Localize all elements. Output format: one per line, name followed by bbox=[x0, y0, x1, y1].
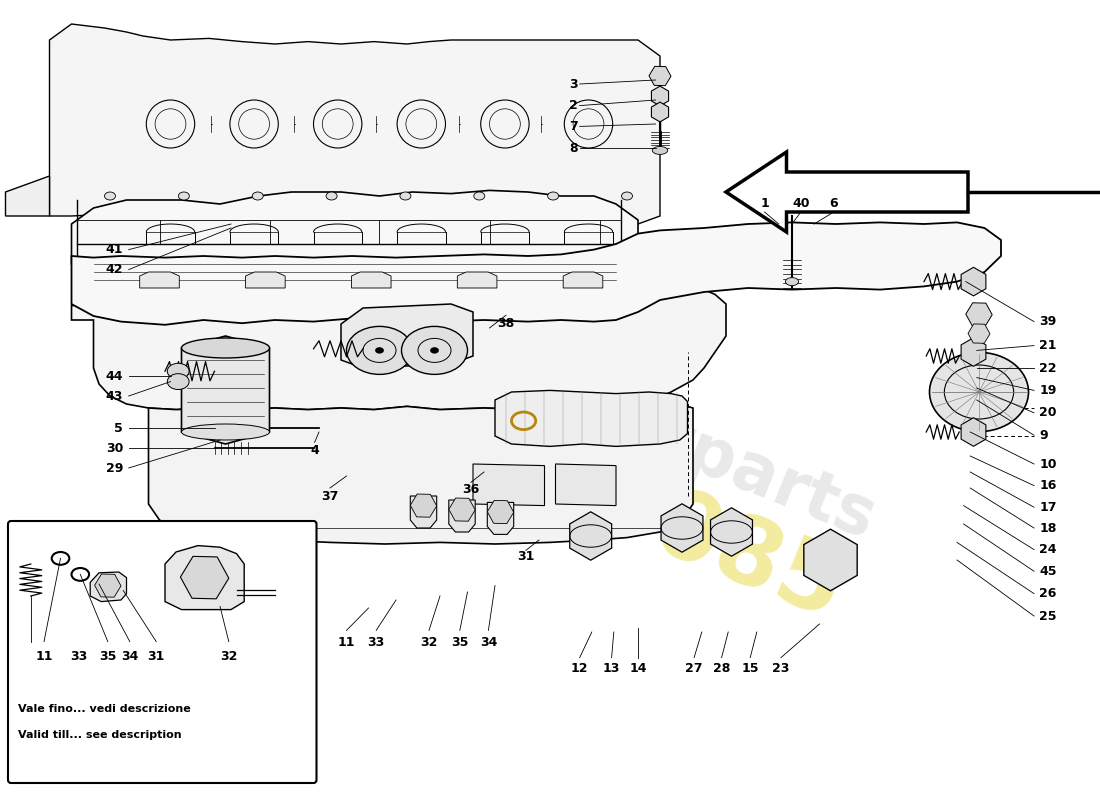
Polygon shape bbox=[341, 304, 473, 368]
Polygon shape bbox=[449, 500, 475, 532]
Ellipse shape bbox=[104, 192, 116, 200]
Ellipse shape bbox=[182, 424, 270, 440]
Text: 17: 17 bbox=[1040, 501, 1057, 514]
Text: Valid till... see description: Valid till... see description bbox=[18, 730, 182, 741]
Text: 9: 9 bbox=[1040, 429, 1048, 442]
Text: 2: 2 bbox=[569, 99, 578, 112]
Text: 3: 3 bbox=[569, 78, 578, 90]
Ellipse shape bbox=[346, 326, 412, 374]
Ellipse shape bbox=[375, 347, 384, 354]
Polygon shape bbox=[473, 464, 544, 506]
Text: 28: 28 bbox=[713, 662, 730, 675]
Ellipse shape bbox=[167, 374, 189, 390]
Text: 38: 38 bbox=[497, 317, 515, 330]
Ellipse shape bbox=[400, 192, 411, 200]
Ellipse shape bbox=[930, 352, 1028, 432]
Text: 39: 39 bbox=[1040, 315, 1057, 328]
Text: 22: 22 bbox=[1040, 362, 1057, 374]
Text: 24: 24 bbox=[1040, 543, 1057, 556]
Text: 34: 34 bbox=[121, 650, 139, 662]
Text: 085: 085 bbox=[639, 481, 857, 639]
Ellipse shape bbox=[785, 278, 799, 286]
Text: 19: 19 bbox=[1040, 384, 1057, 397]
Polygon shape bbox=[245, 272, 285, 288]
Text: 44: 44 bbox=[106, 370, 123, 382]
Text: 23: 23 bbox=[772, 662, 790, 675]
Text: 26: 26 bbox=[1040, 587, 1057, 600]
Polygon shape bbox=[410, 496, 437, 528]
Text: 15: 15 bbox=[741, 662, 759, 675]
Text: 10: 10 bbox=[1040, 458, 1057, 470]
Ellipse shape bbox=[178, 192, 189, 200]
Text: 29: 29 bbox=[106, 462, 123, 474]
Text: 40: 40 bbox=[792, 197, 810, 210]
Text: 16: 16 bbox=[1040, 479, 1057, 492]
Text: 35: 35 bbox=[99, 650, 117, 662]
Ellipse shape bbox=[430, 347, 439, 354]
Text: 41: 41 bbox=[106, 243, 123, 256]
Text: 1: 1 bbox=[760, 197, 769, 210]
Text: 20: 20 bbox=[1040, 406, 1057, 419]
Text: 5: 5 bbox=[114, 422, 123, 434]
Polygon shape bbox=[563, 272, 603, 288]
Ellipse shape bbox=[548, 192, 559, 200]
Text: 34: 34 bbox=[480, 636, 497, 649]
Text: 12: 12 bbox=[571, 662, 588, 675]
Text: Vale fino... vedi descrizione: Vale fino... vedi descrizione bbox=[18, 704, 190, 714]
Text: 13: 13 bbox=[603, 662, 620, 675]
Text: 25: 25 bbox=[1040, 610, 1057, 622]
Text: 43: 43 bbox=[106, 390, 123, 402]
Text: 42: 42 bbox=[106, 263, 123, 276]
Ellipse shape bbox=[474, 192, 485, 200]
Text: 35: 35 bbox=[451, 636, 469, 649]
Ellipse shape bbox=[621, 192, 632, 200]
Ellipse shape bbox=[252, 192, 263, 200]
Ellipse shape bbox=[182, 338, 270, 358]
Polygon shape bbox=[140, 272, 179, 288]
Polygon shape bbox=[50, 24, 660, 224]
Polygon shape bbox=[182, 336, 270, 444]
Text: 11: 11 bbox=[338, 636, 355, 649]
Text: passionforparts
.com: passionforparts .com bbox=[282, 271, 884, 625]
Text: 11: 11 bbox=[35, 650, 53, 662]
Text: 30: 30 bbox=[106, 442, 123, 454]
Polygon shape bbox=[165, 546, 244, 610]
Polygon shape bbox=[72, 222, 1001, 325]
Text: 14: 14 bbox=[629, 662, 647, 675]
Polygon shape bbox=[556, 464, 616, 506]
Text: 18: 18 bbox=[1040, 522, 1057, 534]
Polygon shape bbox=[487, 502, 514, 534]
Polygon shape bbox=[726, 152, 968, 232]
Polygon shape bbox=[148, 402, 693, 544]
Polygon shape bbox=[6, 176, 50, 216]
Text: 32: 32 bbox=[220, 650, 238, 662]
Polygon shape bbox=[72, 190, 638, 266]
Polygon shape bbox=[495, 390, 688, 446]
Text: 37: 37 bbox=[321, 490, 339, 502]
Text: 27: 27 bbox=[685, 662, 703, 675]
Text: 31: 31 bbox=[147, 650, 165, 662]
Polygon shape bbox=[458, 272, 497, 288]
Ellipse shape bbox=[402, 326, 468, 374]
Text: 7: 7 bbox=[569, 120, 578, 133]
FancyBboxPatch shape bbox=[8, 521, 317, 783]
Polygon shape bbox=[90, 572, 126, 602]
Text: 32: 32 bbox=[420, 636, 438, 649]
Polygon shape bbox=[352, 272, 392, 288]
Text: 6: 6 bbox=[829, 197, 838, 210]
Text: 8: 8 bbox=[569, 142, 578, 154]
Text: 4: 4 bbox=[310, 444, 319, 457]
Text: 36: 36 bbox=[462, 483, 480, 496]
Ellipse shape bbox=[652, 146, 668, 154]
Text: 45: 45 bbox=[1040, 565, 1057, 578]
Text: 33: 33 bbox=[367, 636, 385, 649]
Ellipse shape bbox=[326, 192, 337, 200]
Text: 33: 33 bbox=[70, 650, 88, 662]
Polygon shape bbox=[72, 290, 726, 410]
Text: 21: 21 bbox=[1040, 339, 1057, 352]
Ellipse shape bbox=[167, 363, 189, 379]
Text: 31: 31 bbox=[517, 550, 535, 563]
